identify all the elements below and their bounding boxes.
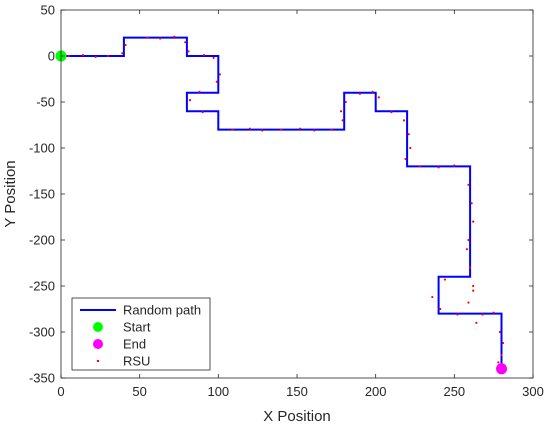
- y-tick-label: -200: [29, 233, 55, 248]
- rsu-point: [453, 164, 456, 167]
- rsu-point: [377, 96, 380, 99]
- rsu-point: [215, 80, 218, 83]
- x-tick-label: 50: [132, 384, 146, 399]
- rsu-point: [437, 166, 440, 169]
- rsu-point: [431, 295, 434, 299]
- rsu-point: [187, 50, 190, 53]
- rsu-point: [218, 73, 222, 76]
- rsu-point: [439, 307, 442, 311]
- rsu-point: [467, 238, 470, 242]
- rsu-point: [498, 330, 502, 334]
- legend-dot-swatch: [96, 359, 100, 363]
- rsu-point: [339, 110, 343, 113]
- rsu-point: [67, 54, 70, 58]
- rsu-point: [465, 248, 469, 251]
- rsu-point: [184, 41, 187, 44]
- rsu-point: [280, 128, 283, 131]
- x-axis-label: X Position: [263, 408, 331, 425]
- rsu-point: [330, 128, 333, 131]
- rsu-point: [472, 289, 475, 292]
- legend-marker-swatch: [93, 322, 103, 332]
- rsu-point: [443, 278, 446, 281]
- rsu-point: [201, 111, 204, 114]
- random-path-line: [61, 36, 503, 369]
- rsu-point: [475, 321, 478, 324]
- rsu-point: [299, 127, 302, 130]
- rsu-point: [159, 37, 162, 40]
- rsu-point: [188, 99, 192, 102]
- ticks-layer: 0 50 100 150 200 250 300 50 0 -50 -100 -150 -200 -250…: [29, 3, 544, 400]
- rsu-point: [497, 361, 500, 364]
- y-tick-label: -350: [29, 371, 55, 386]
- legend-label: RSU: [123, 354, 150, 369]
- rsu-point: [198, 90, 201, 93]
- rsu-point: [81, 53, 85, 57]
- rsu-point: [456, 313, 459, 316]
- rsu-point: [418, 165, 421, 168]
- rsu-point: [502, 341, 505, 345]
- x-tick-label: 200: [365, 384, 387, 399]
- y-tick-label: -300: [29, 325, 55, 340]
- legend-item-rsu: RSU: [96, 354, 150, 369]
- rsu-point: [358, 92, 362, 95]
- data-layer: [55, 35, 508, 375]
- x-tick-label: 100: [207, 384, 229, 399]
- rsu-point: [407, 133, 410, 136]
- y-tick-label: -250: [29, 279, 55, 294]
- rsu-point: [248, 127, 251, 130]
- x-tick-label: 250: [443, 384, 465, 399]
- rsu-point: [231, 128, 234, 131]
- y-tick-label: -100: [29, 141, 55, 156]
- rsu-point: [341, 119, 344, 122]
- rsu-point: [481, 313, 484, 316]
- rsu-point: [472, 284, 475, 288]
- legend-item-start: Start: [93, 320, 151, 335]
- rsu-point: [402, 119, 406, 122]
- rsu-point: [203, 53, 206, 57]
- rsu-point: [313, 129, 316, 132]
- legend-label: End: [123, 337, 146, 352]
- end-marker: [496, 363, 508, 375]
- rsu-point: [390, 111, 393, 114]
- x-tick-label: 150: [286, 384, 308, 399]
- legend-label: Start: [123, 320, 151, 335]
- rsu-point: [468, 266, 472, 269]
- rsu-point: [371, 90, 374, 93]
- rsu-point: [107, 54, 110, 58]
- legend-item-random-path: Random path: [80, 303, 201, 318]
- rsu-point: [121, 52, 124, 55]
- legend-item-end: End: [93, 337, 146, 352]
- legend: Random path Start End RSU: [71, 297, 211, 371]
- rsu-point: [261, 129, 264, 132]
- rsu-point: [409, 146, 412, 150]
- y-tick-label: 50: [41, 3, 55, 18]
- y-tick-label: -150: [29, 187, 55, 202]
- x-tick-label: 300: [522, 384, 544, 399]
- legend-marker-swatch: [93, 339, 103, 349]
- y-tick-label: -50: [36, 95, 55, 110]
- rsu-point: [146, 36, 149, 39]
- y-tick-label: 0: [48, 49, 55, 64]
- rsu-point: [500, 353, 503, 357]
- rsu-point: [467, 183, 470, 186]
- rsu-point: [124, 43, 127, 47]
- rsu-point: [173, 35, 176, 38]
- x-tick-label: 0: [57, 384, 64, 399]
- rsu-point: [470, 202, 473, 205]
- legend-label: Random path: [123, 303, 201, 318]
- y-axis-label: Y Position: [2, 160, 19, 227]
- rsu-point: [404, 157, 407, 161]
- rsu-point: [492, 311, 495, 314]
- rsu-point: [472, 220, 475, 223]
- rsu-point: [344, 100, 347, 104]
- rsu-point: [94, 55, 97, 59]
- rsu-point: [467, 301, 470, 304]
- rsu-point: [212, 56, 215, 59]
